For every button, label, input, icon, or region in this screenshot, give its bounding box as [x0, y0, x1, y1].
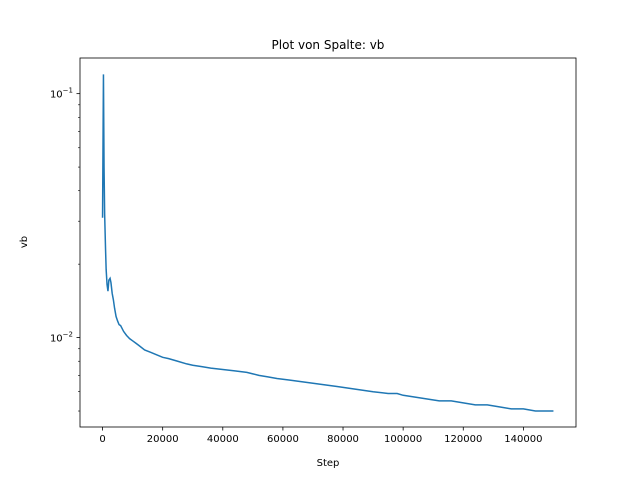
series-line: [101, 74, 554, 412]
x-axis-ticks: 0 20000 40000 60000 80000 100000 120000 140000: [99, 427, 542, 445]
x-tick-label: 40000: [207, 434, 239, 445]
x-tick-label: 0: [99, 434, 105, 445]
x-tick-label: 20000: [147, 434, 179, 445]
y-tick-label: 10−1: [50, 87, 73, 101]
chart-title: Plot von Spalte: vb: [272, 38, 385, 52]
x-tick-label: 120000: [444, 434, 482, 445]
x-tick-label: 100000: [384, 434, 422, 445]
x-tick-label: 80000: [327, 434, 359, 445]
y-axis-label: vb: [19, 236, 30, 248]
x-tick-label: 60000: [267, 434, 299, 445]
plot-frame: [79, 57, 577, 428]
x-axis-label: Step: [317, 458, 340, 469]
x-tick-label: 140000: [504, 434, 542, 445]
y-tick-label: 10−2: [50, 331, 73, 345]
